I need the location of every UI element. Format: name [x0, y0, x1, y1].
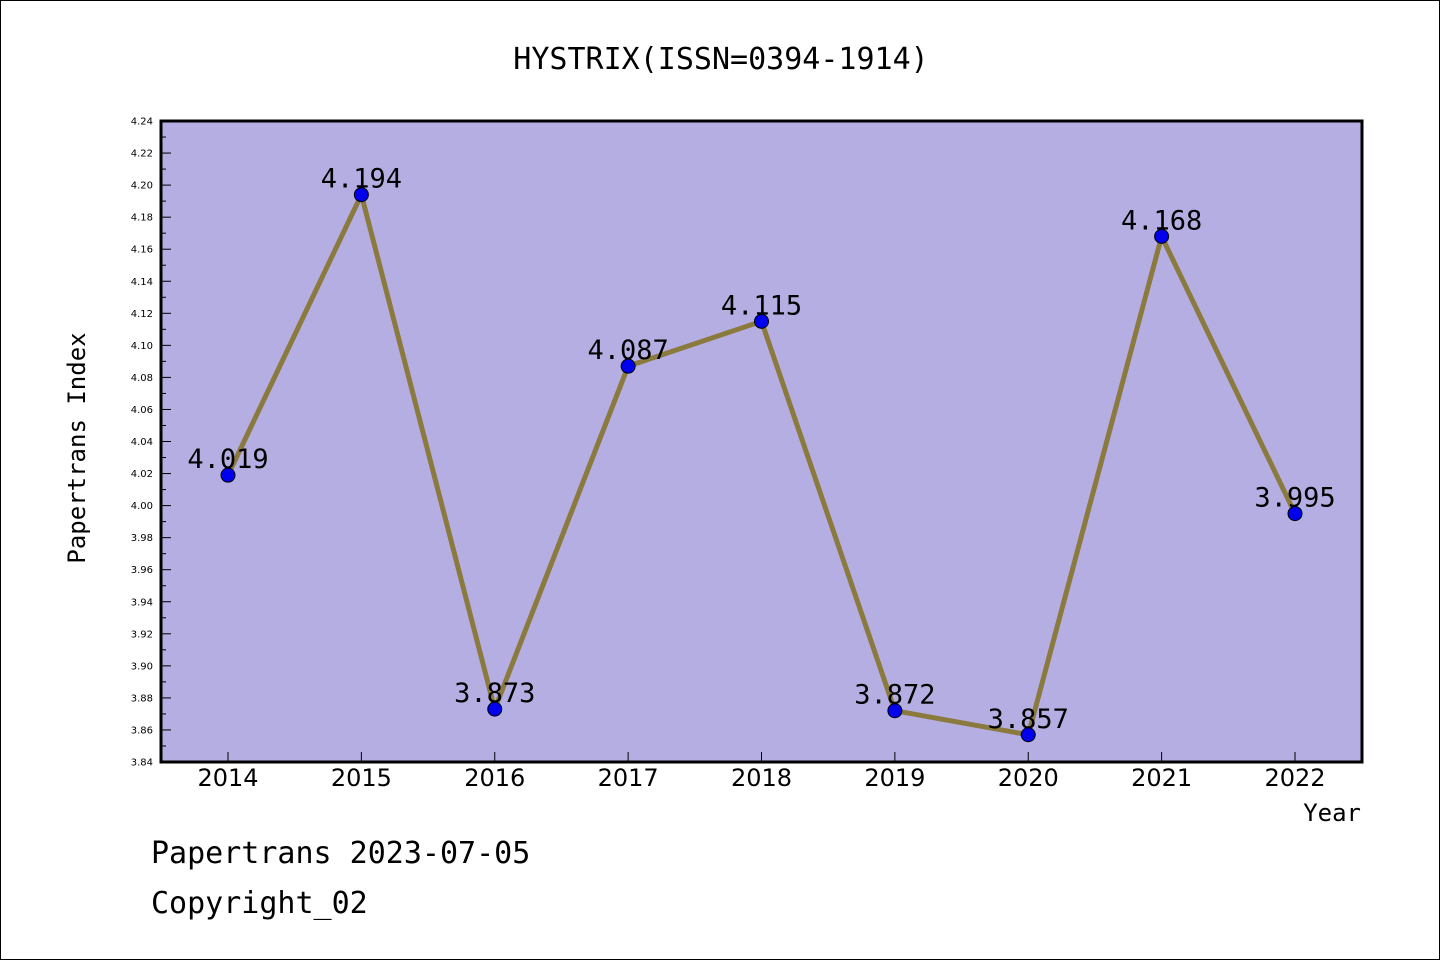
- y-tick-label: 3.96: [131, 565, 153, 576]
- y-tick-label: 3.90: [131, 661, 153, 672]
- y-tick-label: 3.86: [131, 725, 153, 736]
- data-label: 4.115: [721, 290, 802, 321]
- x-tick-label: 2020: [998, 764, 1059, 792]
- y-tick-label: 4.20: [131, 181, 153, 192]
- x-tick-label: 2018: [731, 764, 792, 792]
- data-label: 4.087: [587, 335, 668, 366]
- data-point: [887, 703, 903, 719]
- y-tick-label: 4.22: [131, 149, 153, 160]
- data-point: [220, 467, 236, 483]
- x-tick-label: 2019: [864, 764, 925, 792]
- plot-area: [159, 119, 1364, 764]
- y-tick-label: 3.84: [131, 758, 153, 769]
- y-tick-label: 4.12: [131, 309, 153, 320]
- data-label: 3.857: [988, 704, 1069, 735]
- y-tick-label: 4.00: [131, 501, 153, 512]
- y-tick-label: 4.24: [131, 117, 153, 128]
- x-tick-label: 2015: [331, 764, 392, 792]
- data-point: [620, 358, 636, 374]
- y-axis-title: Papertrans Index: [63, 332, 91, 563]
- x-tick-label: 2021: [1131, 764, 1192, 792]
- y-tick-label: 4.06: [131, 405, 153, 416]
- y-tick-label: 4.04: [131, 437, 153, 448]
- footer-copyright: Copyright_02: [151, 886, 368, 921]
- data-label: 4.194: [321, 164, 402, 195]
- data-label: 4.019: [187, 444, 268, 475]
- data-label: 3.872: [854, 680, 935, 711]
- y-axis: 3.84 3.86 3.88 3.90 3.92 3.94 3.96 3.98 4.00 4.02…: [131, 117, 171, 769]
- x-tick-label: 2022: [1264, 764, 1325, 792]
- y-tick-label: 3.92: [131, 629, 153, 640]
- x-tick-label: 2017: [598, 764, 659, 792]
- y-tick-label: 4.18: [131, 213, 153, 224]
- x-axis: 2014 2015 2016 2017 2018 2019 2020 2021 2022: [197, 752, 1326, 792]
- data-label: 3.873: [454, 678, 535, 709]
- data-point: [1020, 727, 1036, 743]
- y-tick-label: 3.94: [131, 597, 153, 608]
- x-axis-title: Year: [1303, 799, 1361, 827]
- y-tick-label: 4.02: [131, 469, 153, 480]
- data-point: [487, 701, 503, 717]
- x-tick-label: 2016: [464, 764, 525, 792]
- x-tick-label: 2014: [197, 764, 258, 792]
- data-label: 4.168: [1121, 205, 1202, 236]
- y-tick-label: 3.88: [131, 693, 153, 704]
- data-point: [1154, 228, 1170, 244]
- y-tick-label: 4.08: [131, 373, 153, 384]
- y-tick-label: 3.98: [131, 533, 153, 544]
- data-point: [1287, 506, 1303, 522]
- data-points: [220, 187, 1303, 743]
- data-labels: 4.019 4.194 3.873 4.087 4.115 3.872 3.857 4.168…: [187, 164, 1335, 735]
- y-tick-label: 4.16: [131, 245, 153, 256]
- y-tick-label: 4.14: [131, 277, 153, 288]
- data-point: [754, 313, 769, 329]
- y-tick-label: 4.10: [131, 341, 153, 352]
- data-label: 3.995: [1254, 483, 1335, 514]
- data-point: [353, 187, 369, 203]
- footer-date: Papertrans 2023-07-05: [151, 836, 531, 871]
- chart-title: HYSTRIX(ISSN=0394-1914): [513, 42, 928, 77]
